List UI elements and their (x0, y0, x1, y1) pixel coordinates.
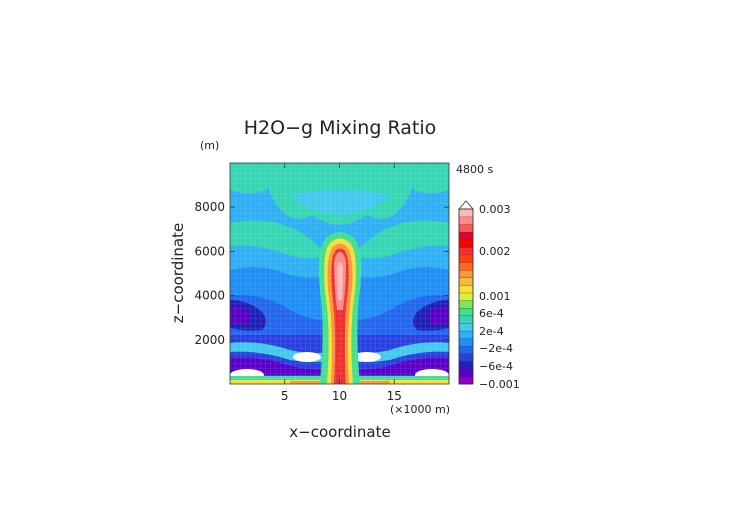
x-tick-label: 5 (281, 389, 289, 403)
y-axis-ticks: 2000 4000 6000 8000 (194, 200, 449, 347)
colorbar-swatch (458, 315, 474, 324)
colorbar-label: 0.002 (479, 245, 511, 258)
colorbar-labels: 0.003 0.002 0.001 6e-4 2e-4 −2e-4 −6e-4 −0.001 (479, 203, 520, 391)
x-axis-ticks: 5 10 15 (281, 163, 402, 403)
colorbar-swatch (458, 330, 474, 339)
colorbar-swatch (458, 292, 474, 301)
y-tick-label: 4000 (194, 289, 225, 303)
colorbar-swatch (458, 231, 474, 240)
time-label: 4800 s (456, 163, 493, 176)
colorbar-label: −6e-4 (479, 360, 513, 373)
colorbar-swatch (458, 224, 474, 233)
colorbar-swatch (458, 269, 474, 278)
colorbar-swatch (458, 284, 474, 294)
colorbar-label: 0.003 (479, 203, 511, 216)
colorbar-swatch (458, 254, 474, 263)
colorbar-swatch (458, 307, 474, 316)
colorbar (458, 200, 474, 385)
y-tick-label: 6000 (194, 244, 225, 258)
colorbar-swatch (458, 345, 474, 355)
colorbar-swatch (458, 376, 474, 385)
colorbar-label: 6e-4 (479, 307, 504, 320)
colorbar-swatch (458, 361, 474, 370)
colorbar-label: −2e-4 (479, 342, 513, 355)
colorbar-swatch (458, 216, 474, 225)
colorbar-swatch (458, 208, 474, 218)
x-axis-label: x−coordinate (289, 423, 390, 441)
colorbar-swatch (458, 368, 474, 377)
colorbar-label: −0.001 (479, 378, 520, 391)
colorbar-swatch (458, 322, 474, 332)
colorbar-frame (458, 208, 474, 385)
y-tick-label: 8000 (194, 200, 225, 214)
colorbar-swatch (458, 338, 474, 347)
colorbar-swatch (458, 300, 474, 309)
x-tick-label: 15 (387, 389, 402, 403)
x-tick-label: 10 (332, 389, 347, 403)
x-unit-label: (×1000 m) (390, 403, 450, 416)
y-tick-label: 2000 (194, 333, 225, 347)
y-unit-label: (m) (200, 139, 219, 152)
colorbar-label: 0.001 (479, 290, 511, 303)
colorbar-swatch (458, 277, 474, 286)
colorbar-swatch (458, 353, 474, 362)
plot-area (230, 163, 449, 384)
colorbar-overflow-triangle (458, 200, 474, 210)
y-axis-label: z−coordinate (169, 223, 187, 323)
colorbar-label: 2e-4 (479, 325, 504, 338)
colorbar-swatch (458, 246, 474, 256)
chart-title: H2O−g Mixing Ratio (244, 117, 436, 139)
colorbar-swatch (458, 262, 474, 271)
colorbar-swatch (458, 239, 474, 248)
